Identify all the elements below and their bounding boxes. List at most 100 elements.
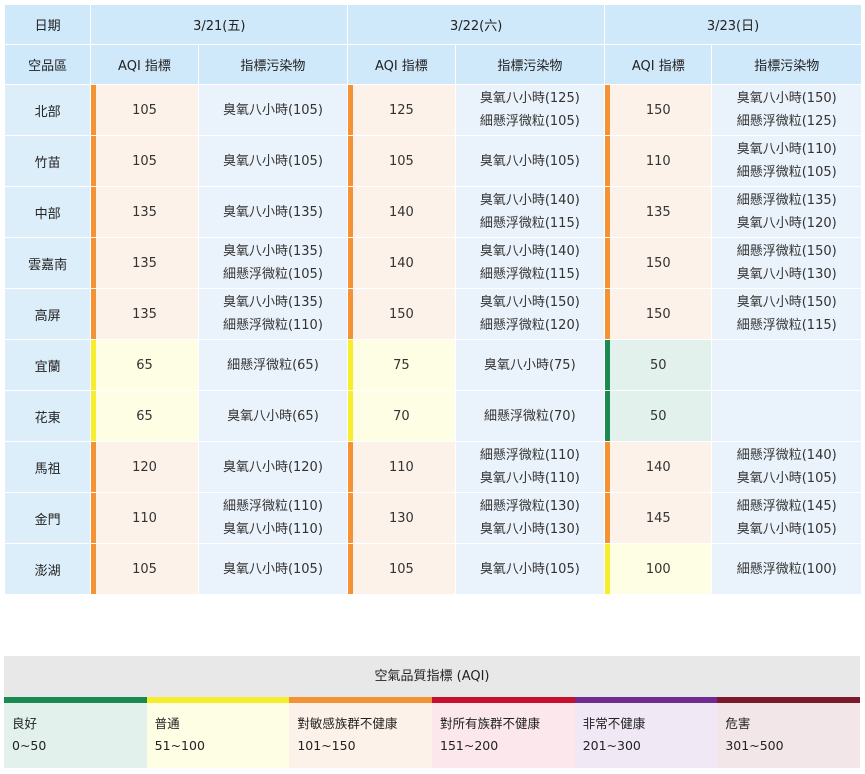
aqi-value-cell: 105 — [348, 136, 455, 186]
pollutant-text: 細懸浮微粒(115) — [479, 267, 580, 282]
aqi-value-cell: 145 — [605, 493, 712, 543]
area-name: 澎湖 — [5, 544, 91, 594]
aqi-forecast-table: 日期 3/21(五) 3/22(六) 3/23(日) 空品區 AQI 指標 指標… — [4, 4, 862, 595]
pollutant-text: 細懸浮微粒(105) — [736, 165, 837, 180]
pollutant-header: 指標污染物 — [712, 45, 861, 84]
legend-label: 危害 — [725, 716, 751, 731]
pollutant-text: 細懸浮微粒(145) — [736, 499, 837, 514]
aqi-value-cell: 140 — [605, 442, 712, 492]
pollutant-cell: 細懸浮微粒(110) 臭氧八小時(110) — [455, 442, 605, 492]
pollutant-text: 臭氧八小時(130) — [479, 522, 580, 537]
legend-item: 非常不健康 201~300 — [574, 697, 718, 768]
pollutant-text: 臭氧八小時(135) — [222, 244, 323, 259]
pollutant-cell: 細懸浮微粒(140) 臭氧八小時(105) — [712, 442, 861, 492]
date-label: 日期 — [5, 5, 91, 44]
aqi-header: AQI 指標 — [605, 45, 712, 84]
pollutant-text: 細懸浮微粒(115) — [736, 318, 837, 333]
pollutant-cell — [712, 391, 861, 441]
pollutant-text: 臭氧八小時(105) — [736, 471, 837, 486]
table-row: 竹苗 105 臭氧八小時(105) 105 臭氧八小時(105) 110 臭氧八小時(110… — [5, 136, 861, 186]
pollutant-cell: 臭氧八小時(75) — [455, 340, 605, 390]
legend-label: 對所有族群不健康 — [440, 716, 541, 731]
pollutant-text: 臭氧八小時(140) — [479, 193, 580, 208]
pollutant-cell: 臭氧八小時(65) — [198, 391, 348, 441]
legend-range: 101~150 — [297, 738, 356, 753]
area-name: 金門 — [5, 493, 91, 543]
pollutant-header: 指標污染物 — [198, 45, 348, 84]
table-row: 中部 135 臭氧八小時(135) 140 臭氧八小時(140) 細懸浮微粒(115) 13… — [5, 187, 861, 237]
legend-item: 危害 301~500 — [717, 697, 861, 768]
area-name: 雲嘉南 — [5, 238, 91, 288]
aqi-value-cell: 135 — [605, 187, 712, 237]
area-name: 中部 — [5, 187, 91, 237]
aqi-value-cell: 120 — [91, 442, 198, 492]
pollutant-cell: 細懸浮微粒(145) 臭氧八小時(105) — [712, 493, 861, 543]
aqi-value-cell: 105 — [91, 136, 198, 186]
pollutant-cell: 臭氧八小時(120) — [198, 442, 348, 492]
pollutant-cell: 臭氧八小時(125) 細懸浮微粒(105) — [455, 85, 605, 135]
table-row: 雲嘉南 135 臭氧八小時(135) 細懸浮微粒(105) 140 臭氧八小時(140) 細… — [5, 238, 861, 288]
table-row: 宜蘭 65 細懸浮微粒(65) 75 臭氧八小時(75) 50 — [5, 340, 861, 390]
pollutant-text: 臭氧八小時(135) — [222, 204, 323, 220]
pollutant-cell: 臭氧八小時(135) — [198, 187, 348, 237]
pollutant-cell: 臭氧八小時(135) 細懸浮微粒(110) — [198, 289, 348, 339]
area-name: 北部 — [5, 85, 91, 135]
pollutant-text: 臭氧八小時(150) — [736, 91, 837, 106]
legend-item: 良好 0~50 — [4, 697, 147, 768]
legend-range: 51~100 — [154, 738, 205, 753]
pollutant-text: 細懸浮微粒(130) — [479, 499, 580, 514]
pollutant-text: 臭氧八小時(110) — [736, 142, 837, 157]
pollutant-cell: 臭氧八小時(105) — [198, 85, 348, 135]
pollutant-text: 細懸浮微粒(110) — [222, 499, 323, 514]
pollutant-text: 臭氧八小時(110) — [479, 471, 580, 486]
aqi-legend: 空氣品質指標 (AQI) 良好 0~50 普通 51~100 對敏感族群不健康 101~1… — [4, 656, 861, 768]
pollutant-cell: 臭氧八小時(105) — [198, 544, 348, 594]
area-name: 高屏 — [5, 289, 91, 339]
pollutant-cell: 臭氧八小時(140) 細懸浮微粒(115) — [455, 238, 605, 288]
area-name: 花東 — [5, 391, 91, 441]
table-row: 馬祖 120 臭氧八小時(120) 110 細懸浮微粒(110) 臭氧八小時(110) 14… — [5, 442, 861, 492]
legend-range: 151~200 — [440, 738, 499, 753]
aqi-value-cell: 50 — [605, 340, 712, 390]
pollutant-text: 細懸浮微粒(70) — [483, 408, 576, 424]
legend-item: 普通 51~100 — [146, 697, 290, 768]
aqi-value-cell: 70 — [348, 391, 455, 441]
pollutant-text: 臭氧八小時(135) — [222, 295, 323, 310]
pollutant-cell — [712, 340, 861, 390]
legend-row: 良好 0~50 普通 51~100 對敏感族群不健康 101~150 對所有族群不健康 151… — [4, 697, 861, 768]
legend-color-bar — [432, 697, 575, 703]
legend-label: 對敏感族群不健康 — [297, 716, 398, 731]
legend-label: 非常不健康 — [582, 716, 646, 731]
legend-label: 普通 — [154, 716, 180, 731]
date-header-row: 日期 3/21(五) 3/22(六) 3/23(日) — [5, 5, 861, 44]
pollutant-cell: 臭氧八小時(105) — [455, 136, 605, 186]
column-header-row: 空品區 AQI 指標 指標污染物 AQI 指標 指標污染物 AQI 指標 指標污… — [5, 45, 861, 84]
pollutant-text: 臭氧八小時(65) — [227, 408, 319, 424]
aqi-value-cell: 140 — [348, 187, 455, 237]
aqi-value-cell: 110 — [348, 442, 455, 492]
date-header-3: 3/23(日) — [605, 5, 861, 44]
pollutant-text: 細懸浮微粒(150) — [736, 244, 837, 259]
area-header: 空品區 — [5, 45, 91, 84]
aqi-value-cell: 150 — [605, 85, 712, 135]
area-name: 竹苗 — [5, 136, 91, 186]
aqi-value-cell: 150 — [605, 289, 712, 339]
pollutant-cell: 臭氧八小時(135) 細懸浮微粒(105) — [198, 238, 348, 288]
pollutant-text: 細懸浮微粒(65) — [227, 357, 319, 373]
pollutant-text: 臭氧八小時(105) — [479, 561, 580, 577]
pollutant-text: 細懸浮微粒(105) — [222, 267, 323, 282]
table-row: 澎湖 105 臭氧八小時(105) 105 臭氧八小時(105) 100 細懸浮微粒(100… — [5, 544, 861, 594]
pollutant-text: 臭氧八小時(120) — [736, 216, 837, 231]
aqi-value-cell: 105 — [91, 544, 198, 594]
pollutant-text: 臭氧八小時(150) — [736, 295, 837, 310]
aqi-value-cell: 100 — [605, 544, 712, 594]
pollutant-text: 臭氧八小時(150) — [479, 295, 580, 310]
legend-item: 對所有族群不健康 151~200 — [432, 697, 575, 768]
pollutant-cell: 細懸浮微粒(130) 臭氧八小時(130) — [455, 493, 605, 543]
pollutant-text: 細懸浮微粒(120) — [479, 318, 580, 333]
aqi-value-cell: 110 — [605, 136, 712, 186]
aqi-value-cell: 125 — [348, 85, 455, 135]
pollutant-text: 細懸浮微粒(115) — [479, 216, 580, 231]
pollutant-cell: 細懸浮微粒(70) — [455, 391, 605, 441]
aqi-value-cell: 65 — [91, 391, 198, 441]
